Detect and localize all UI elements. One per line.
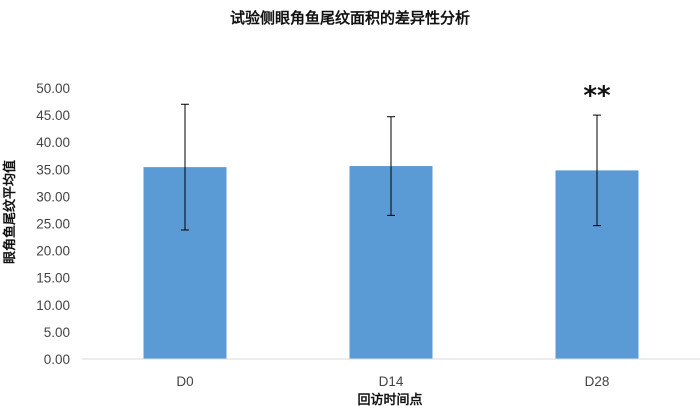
- error-bar-d0: [181, 103, 189, 231]
- y-tick-label: 30.00: [36, 189, 70, 204]
- error-bar-d14: [387, 116, 395, 216]
- y-tick-label: 5.00: [44, 325, 70, 340]
- x-axis-ticks: D0 D14 D28: [176, 374, 609, 389]
- error-bar-d28: [593, 114, 601, 227]
- x-tick-label: D14: [379, 374, 404, 389]
- y-tick-label: 10.00: [36, 298, 70, 313]
- y-tick-label: 35.00: [36, 162, 70, 177]
- annotations: **: [583, 81, 611, 111]
- y-tick-label: 15.00: [36, 271, 70, 286]
- y-tick-label: 25.00: [36, 217, 70, 232]
- y-tick-label: 20.00: [36, 244, 70, 259]
- y-tick-label: 0.00: [44, 352, 70, 367]
- x-axis-title: 回访时间点: [357, 392, 422, 408]
- chart-title: 试验侧眼角鱼尾纹面积的差异性分析: [230, 9, 470, 27]
- error-bars: [181, 103, 601, 231]
- significance-annotation: **: [583, 81, 611, 111]
- y-tick-label: 45.00: [36, 108, 70, 123]
- x-tick-label: D28: [585, 374, 610, 389]
- x-tick-label: D0: [176, 374, 193, 389]
- y-tick-label: 50.00: [36, 81, 70, 96]
- y-axis-ticks: 0.00 5.00 10.00 15.00 20.00 25.00 30.00 35.00 40…: [36, 81, 70, 367]
- y-axis-title: 眼角鱼尾纹平均值: [2, 160, 18, 264]
- y-tick-label: 40.00: [36, 135, 70, 150]
